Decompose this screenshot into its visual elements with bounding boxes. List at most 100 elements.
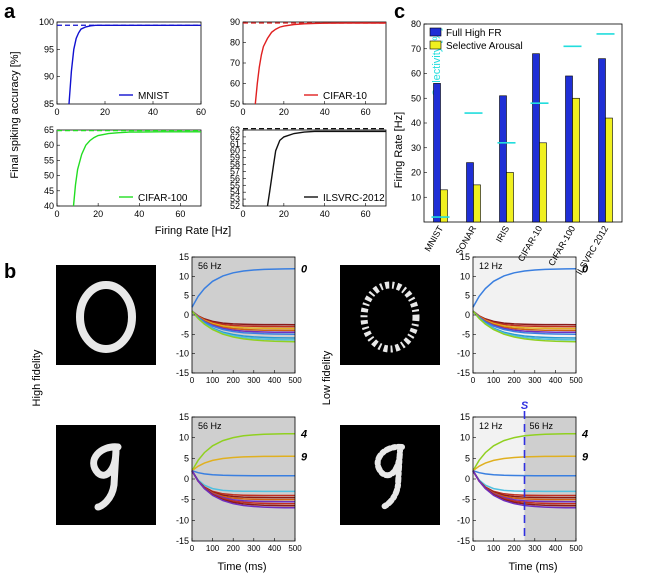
category-label: MNIST: [423, 224, 446, 254]
x-tick-label: 200: [508, 376, 522, 385]
y-tick-label: 15: [460, 252, 470, 262]
bar-full-high-fr: [565, 75, 573, 223]
x-tick-label: 40: [320, 209, 330, 219]
digit-image-zero-low-strokes: [360, 281, 420, 353]
neuron-trace: [191, 432, 296, 472]
x-tick-label: 0: [190, 544, 195, 553]
bar-full-high-fr: [532, 53, 540, 223]
y-tick-label: -15: [457, 536, 470, 546]
neuron-trace: [191, 470, 296, 509]
y-tick-label: 0: [465, 310, 470, 320]
y-tick-label: 85: [44, 99, 54, 109]
y-tick-label: -5: [181, 329, 189, 339]
trace-group: [472, 267, 577, 343]
x-tick-label: 0: [240, 107, 245, 117]
x-tick-label: 500: [288, 544, 302, 553]
plot-bg: [473, 257, 576, 373]
bar-selective-arousal: [440, 189, 448, 223]
x-tick-label: 40: [320, 107, 330, 117]
neuron-trace: [191, 470, 295, 493]
category-label: ILSVRC 2012: [574, 224, 610, 277]
x-tick-label: 0: [54, 107, 59, 117]
x-tick-label: 100: [487, 544, 501, 553]
category-label: IRIS: [494, 224, 511, 244]
x-tick-label: 40: [134, 209, 144, 219]
x-tick-label: 100: [206, 376, 220, 385]
x-tick-label: 20: [279, 107, 289, 117]
panel-c: 80 70 60 50 40 30 20 10 Firing Rate [Hz] Selectiv…: [393, 19, 623, 277]
y-tick-label: 5: [184, 453, 189, 463]
trace-group: [191, 267, 296, 343]
bar-selective-arousal: [605, 117, 613, 223]
y-tick-label: -15: [176, 536, 189, 546]
legend-swatch-full: [429, 27, 442, 37]
y-tick-label: 60: [230, 146, 240, 156]
bar-selective-arousal: [473, 184, 481, 223]
y-tick-label: -10: [176, 515, 189, 525]
y-tick-label: 10: [460, 433, 470, 443]
legend-label: CIFAR-100: [138, 193, 188, 204]
y-tick-label: 57: [230, 166, 240, 176]
y-tick-label: 95: [44, 44, 54, 54]
x-tick-label: 400: [268, 376, 282, 385]
x-tick-label: 500: [569, 376, 583, 385]
y-tick-label: 50: [44, 171, 54, 181]
firing-rate-label-right: 56 Hz: [530, 421, 554, 431]
x-tick-label: 100: [206, 544, 220, 553]
y-tick-label: 45: [44, 186, 54, 196]
x-tick-label: 200: [227, 544, 241, 553]
accuracy-curve: [68, 24, 201, 105]
plot-bg: [192, 417, 295, 541]
y-tick-label: 10: [179, 271, 189, 281]
neuron-trace: [472, 469, 576, 477]
legend-label-selective: Selective Arousal: [446, 41, 523, 52]
digit-image-zero-low: [340, 265, 440, 365]
y-tick-label: -5: [181, 495, 189, 505]
y-tick-label: 20: [411, 168, 421, 178]
y-tick-label: 65: [44, 125, 54, 135]
y-tick-label: 61: [230, 139, 240, 149]
legend-swatch-selective: [429, 40, 442, 50]
x-tick-label: 500: [288, 376, 302, 385]
digit-image-nine-high-strokes: [90, 443, 122, 511]
y-tick-label: -5: [462, 495, 470, 505]
y-tick-label: 70: [230, 58, 240, 68]
x-tick-label: 200: [227, 376, 241, 385]
y-tick-label: 100: [39, 17, 54, 27]
plot-bg: [192, 257, 295, 373]
x-tick-label: 0: [471, 376, 476, 385]
class-label: 4: [300, 429, 307, 441]
class-label: 9: [582, 451, 589, 463]
x-tick-label: 300: [247, 376, 261, 385]
digit-zero-stroke: [76, 281, 136, 353]
y-tick-label: 60: [230, 79, 240, 89]
y-tick-label: 50: [411, 93, 421, 103]
x-tick-label: 60: [196, 107, 206, 117]
bar-full-high-fr: [433, 83, 441, 223]
y-tick-label: 0: [184, 310, 189, 320]
y-tick-label: 90: [230, 17, 240, 27]
plot-frame: [56, 21, 202, 105]
x-tick-label: 0: [54, 209, 59, 219]
x-tick-label: 20: [279, 209, 289, 219]
y-tick-label: 10: [411, 192, 421, 202]
bar-selective-arousal: [572, 97, 580, 223]
y-tick-label: 0: [184, 474, 189, 484]
switch-marker-label: S: [521, 400, 529, 412]
digit-nine-stroke: [374, 443, 405, 510]
x-tick-label: 400: [268, 544, 282, 553]
accuracy-curve: [254, 22, 386, 105]
panel-c-ylabel: Firing Rate [Hz]: [393, 112, 405, 188]
plot-frame: [56, 129, 202, 207]
neuron-trace: [472, 470, 577, 509]
x-tick-label: 400: [549, 544, 563, 553]
y-tick-label: 54: [230, 187, 240, 197]
y-tick-label: 62: [230, 132, 240, 142]
x-tick-label: 500: [569, 544, 583, 553]
class-label: 9: [301, 451, 308, 463]
bar-selective-arousal: [539, 142, 547, 223]
class-label: 4: [581, 429, 588, 441]
x-tick-label: 60: [175, 209, 185, 219]
bar-selective-arousal: [506, 172, 514, 223]
